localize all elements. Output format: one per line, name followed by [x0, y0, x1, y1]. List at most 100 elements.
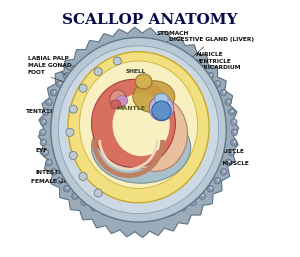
Ellipse shape — [111, 100, 121, 109]
Text: DIGESTIVE GLAND (LIVER): DIGESTIVE GLAND (LIVER) — [156, 37, 254, 91]
Text: SMOOTH MUSCLE: SMOOTH MUSCLE — [181, 136, 244, 154]
Circle shape — [42, 149, 49, 156]
Ellipse shape — [154, 93, 168, 105]
Circle shape — [56, 177, 63, 184]
Ellipse shape — [116, 95, 128, 106]
Circle shape — [116, 48, 117, 50]
Circle shape — [50, 169, 57, 175]
Circle shape — [104, 210, 106, 212]
Circle shape — [183, 55, 185, 57]
Text: TENTACLE: TENTACLE — [26, 109, 75, 125]
Circle shape — [112, 46, 119, 53]
Ellipse shape — [149, 96, 174, 121]
Circle shape — [113, 57, 122, 65]
Circle shape — [66, 128, 74, 136]
Text: ADDUCTOR MUSCLE: ADDUCTOR MUSCLE — [174, 144, 249, 166]
Circle shape — [158, 212, 165, 218]
Circle shape — [199, 65, 206, 72]
Circle shape — [94, 68, 102, 76]
Circle shape — [183, 206, 185, 208]
Circle shape — [101, 209, 108, 215]
Circle shape — [91, 204, 97, 211]
Circle shape — [199, 193, 206, 199]
Circle shape — [190, 59, 196, 66]
Circle shape — [64, 72, 70, 79]
Circle shape — [233, 120, 236, 122]
Circle shape — [79, 84, 87, 92]
Circle shape — [59, 179, 62, 181]
Ellipse shape — [112, 93, 170, 156]
Circle shape — [190, 199, 196, 206]
Circle shape — [49, 161, 51, 163]
Circle shape — [202, 194, 204, 196]
Circle shape — [214, 81, 221, 87]
Circle shape — [135, 44, 142, 50]
Circle shape — [69, 151, 77, 160]
Circle shape — [53, 170, 56, 172]
Circle shape — [138, 45, 140, 47]
Circle shape — [233, 141, 236, 143]
Circle shape — [230, 139, 237, 146]
Circle shape — [223, 91, 225, 93]
Text: SHELL: SHELL — [126, 69, 146, 74]
Circle shape — [207, 72, 214, 79]
Circle shape — [150, 215, 152, 217]
Circle shape — [180, 204, 186, 211]
Circle shape — [214, 177, 221, 184]
Circle shape — [72, 193, 78, 199]
Circle shape — [135, 214, 142, 221]
Circle shape — [127, 46, 129, 48]
Circle shape — [67, 74, 68, 76]
Circle shape — [45, 151, 47, 153]
Circle shape — [45, 110, 47, 112]
Text: LABIAL PALP: LABIAL PALP — [28, 56, 120, 97]
Circle shape — [223, 170, 225, 172]
Ellipse shape — [58, 46, 219, 214]
Circle shape — [75, 194, 77, 196]
Circle shape — [161, 48, 163, 50]
Text: VENTRICLE: VENTRICLE — [164, 59, 232, 105]
Text: GILLS: GILLS — [151, 165, 173, 184]
Text: STOMACH: STOMACH — [145, 31, 189, 80]
Circle shape — [67, 187, 68, 189]
Circle shape — [39, 129, 46, 136]
Circle shape — [43, 120, 45, 122]
Circle shape — [124, 214, 130, 220]
Circle shape — [49, 100, 51, 102]
Ellipse shape — [123, 96, 188, 171]
Circle shape — [202, 67, 204, 69]
Ellipse shape — [110, 90, 127, 108]
Circle shape — [231, 129, 238, 136]
Circle shape — [42, 109, 49, 115]
Circle shape — [180, 54, 186, 60]
Circle shape — [231, 110, 233, 112]
Circle shape — [169, 209, 176, 215]
Circle shape — [91, 54, 97, 60]
Ellipse shape — [92, 112, 191, 183]
Ellipse shape — [51, 38, 226, 222]
Circle shape — [228, 109, 235, 115]
Text: AURICLE: AURICLE — [164, 52, 224, 96]
Text: FEMALE GONAD: FEMALE GONAD — [31, 154, 113, 184]
Circle shape — [161, 213, 163, 215]
Text: FOOT: FOOT — [28, 70, 117, 100]
Circle shape — [147, 214, 153, 220]
Circle shape — [50, 89, 57, 96]
Circle shape — [225, 99, 232, 105]
Circle shape — [230, 119, 237, 125]
Circle shape — [42, 131, 44, 133]
Circle shape — [84, 60, 86, 62]
Circle shape — [84, 201, 86, 203]
Text: SCALLOP ANATOMY: SCALLOP ANATOMY — [62, 13, 238, 27]
Circle shape — [72, 65, 78, 72]
Circle shape — [220, 89, 227, 96]
Circle shape — [81, 199, 87, 206]
Circle shape — [79, 172, 87, 180]
PathPatch shape — [38, 27, 239, 237]
Circle shape — [231, 151, 233, 153]
Ellipse shape — [68, 52, 209, 203]
Circle shape — [127, 215, 129, 217]
Ellipse shape — [92, 79, 176, 168]
Circle shape — [210, 74, 212, 76]
Circle shape — [112, 212, 119, 218]
